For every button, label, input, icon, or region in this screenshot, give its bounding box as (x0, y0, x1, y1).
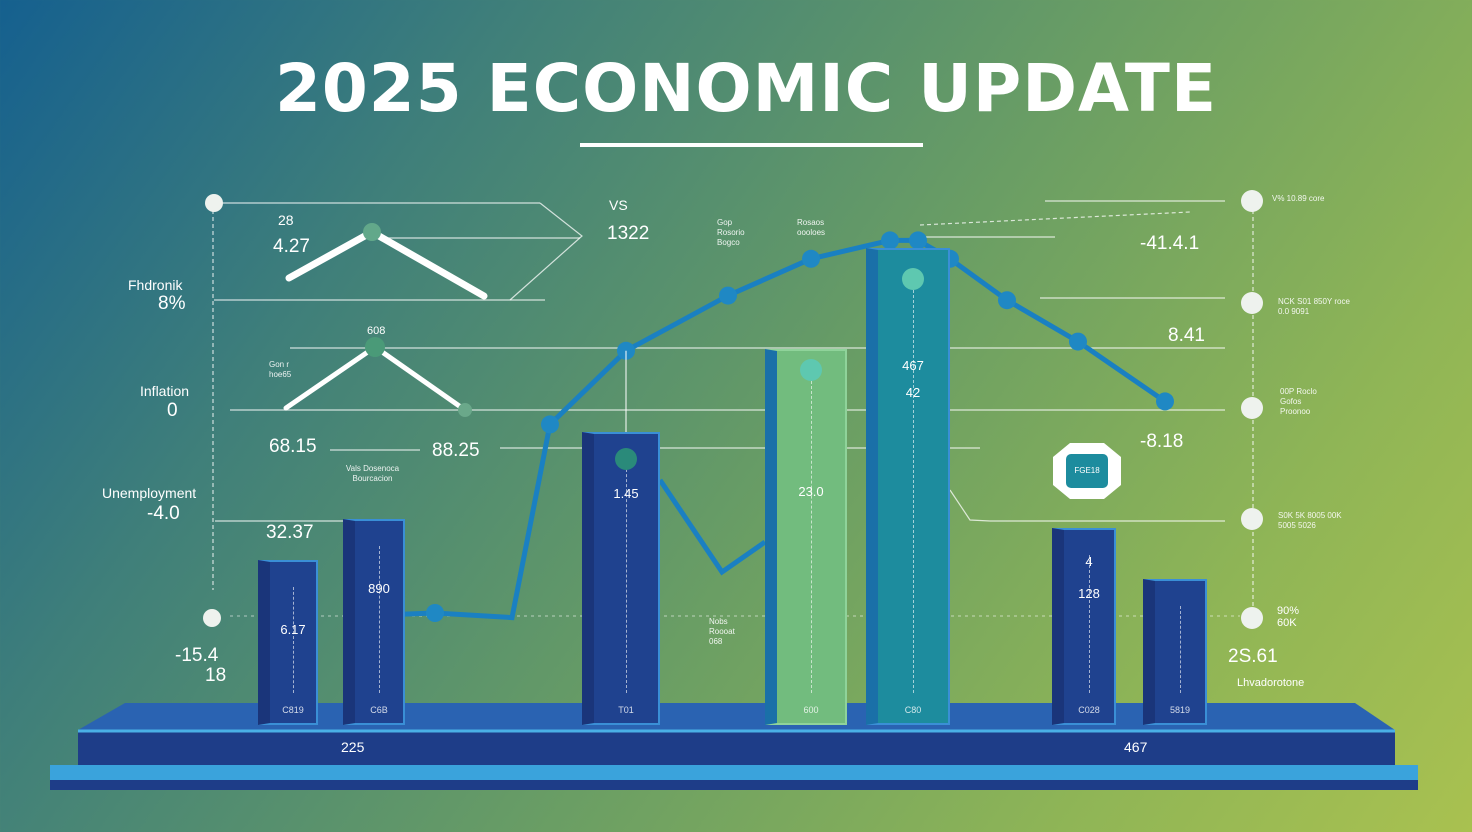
line-point (719, 286, 737, 305)
annotation: -41.4.1 (1140, 233, 1200, 254)
line-point (909, 231, 927, 250)
guide-line (509, 202, 583, 301)
annotation: -8.18 (1140, 431, 1184, 452)
bar-node (800, 358, 822, 381)
bar-dash (626, 458, 627, 693)
marker-dot (203, 609, 221, 627)
left-label-name: Fhdronik (128, 277, 183, 293)
platform-label: 225 (341, 739, 365, 755)
marker-dot (1241, 397, 1263, 419)
marker-dot (205, 194, 223, 212)
bar-sublabel: 4 (1085, 554, 1093, 570)
guide-line (949, 489, 991, 522)
platform-label: 467 (1124, 739, 1148, 755)
line-point (426, 604, 444, 622)
bar: 6.17 C819 (258, 560, 318, 725)
trend-chevron (285, 227, 488, 300)
left-label-name: Unemployment (102, 485, 197, 501)
annotation: 88.25 (432, 440, 480, 461)
line-branch (657, 478, 767, 576)
bar-dash (913, 274, 914, 693)
annotation: 4.27 (273, 236, 310, 257)
annotation: 32.37 (266, 522, 314, 543)
bar: 890 C6B (343, 519, 405, 725)
legend-entry: NCK S01 850Y roce 0.0 9091 (1278, 297, 1350, 316)
bar-value-label: 890 (368, 581, 390, 596)
annotation: -15.4 (175, 645, 219, 666)
bar-foot-label: C819 (282, 704, 304, 715)
line-point (1156, 392, 1174, 411)
annotation: Gon r hoe65 (269, 360, 292, 379)
bar-node (615, 447, 637, 470)
annotation: 18 (205, 665, 227, 686)
line-point (541, 415, 559, 434)
chevron-node (363, 223, 381, 241)
left-label-name: Inflation (140, 383, 190, 399)
bar: 467 42 C80 (866, 247, 950, 725)
left-label-value: 8% (158, 293, 186, 314)
bar-foot-label: C6B (370, 705, 388, 715)
line-point (802, 249, 820, 268)
line-point (881, 231, 899, 250)
title-underline (580, 143, 923, 147)
annotation: Vals Dosenoca Bourcacion (345, 464, 400, 483)
line-point (998, 291, 1016, 310)
annotation: Lhvadorotone (1237, 677, 1305, 689)
legend-entry: S0K 5K 8005 00K 5005 5026 (1278, 511, 1342, 530)
bar-foot-label: 5819 (1169, 704, 1191, 715)
bar-foot-label: C028 (1078, 704, 1100, 715)
annotation: Nobs Roooat 068 (709, 617, 735, 646)
left-label-value: 0 (167, 400, 178, 421)
platform-base (50, 765, 1418, 780)
line-point (1069, 332, 1087, 351)
bar-dash (293, 587, 294, 693)
bar-value-label: 128 (1078, 586, 1100, 602)
bar: 1.45 T01 (582, 431, 660, 725)
bar-value-label: 1.45 (613, 485, 639, 501)
bar-foot-label: T01 (618, 704, 634, 715)
annotation: VS (609, 197, 628, 213)
platform-base-shadow (50, 780, 1418, 790)
annotation: Rosaos oooloes (797, 218, 826, 237)
annotation: 68.15 (269, 436, 317, 457)
annotation: 1322 (607, 223, 650, 244)
bar-value-label: 6.17 (280, 622, 306, 638)
chevron-node (458, 403, 472, 417)
guide-dash (919, 211, 1191, 226)
chevron-node (365, 337, 385, 357)
legend-entry: V% 10.89 core (1272, 194, 1325, 203)
bar: 5819 (1143, 578, 1207, 725)
annotation: 28 (278, 212, 294, 228)
bar-value-label: 23.0 (798, 483, 824, 499)
annotation: 2S.61 (1228, 646, 1278, 667)
bar-foot-label: C80 (904, 704, 922, 715)
marker-dot (1241, 190, 1263, 212)
legend-entry: 00P Roclo Gofos Proonoo (1280, 387, 1317, 416)
bar-value-label: 42 (905, 384, 921, 400)
badge-text: FGE18 (1066, 454, 1108, 488)
annotation: 608 (367, 325, 386, 337)
bar-node (902, 267, 924, 290)
bar-foot-label: 600 (803, 704, 819, 715)
annotation: 8.41 (1168, 325, 1205, 346)
bar-dash (1180, 605, 1181, 693)
bar: 23.0 600 (765, 348, 847, 725)
marker-dot (1241, 292, 1263, 314)
bar: 4 128 C028 (1052, 528, 1116, 725)
bar-sublabel: 467 (902, 357, 924, 373)
highlight-badge: FGE18 (1053, 443, 1121, 499)
bar-dash (811, 375, 812, 693)
platform-front (78, 730, 1395, 765)
marker-dot (1241, 607, 1263, 629)
legend-entry: 90% 60K (1277, 605, 1300, 629)
marker-dot (1241, 508, 1263, 530)
page-title: 2025 ECONOMIC UPDATE (274, 50, 1218, 127)
bar-dash (379, 546, 380, 693)
bar-dash (1089, 555, 1090, 693)
annotation: Gop Rosorio Bogco (717, 218, 745, 247)
left-label-value: -4.0 (147, 503, 180, 524)
